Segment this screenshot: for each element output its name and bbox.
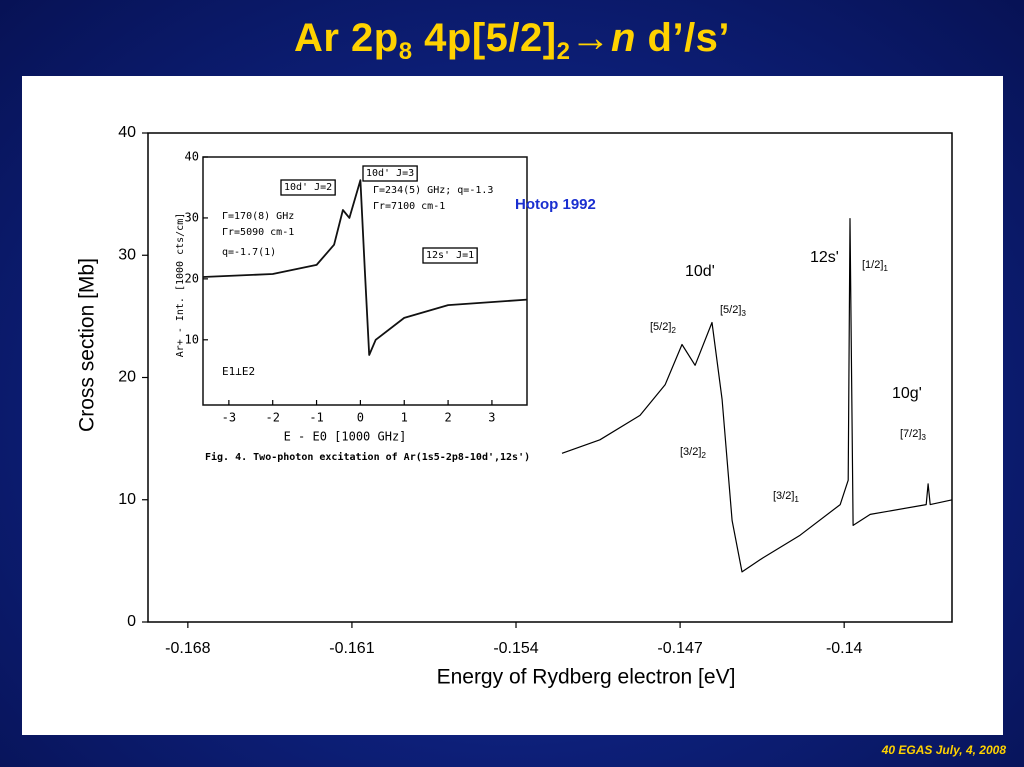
caption: Fig. 4. Two-photon excitation of Ar(1s5-… [205, 451, 530, 463]
annotation: 10d' [685, 263, 715, 280]
annotation-text: [7/2] [900, 428, 921, 440]
title-part: d’/s’ [635, 16, 731, 60]
annotation: Γ=234(5) GHz; q=-1.3 [373, 185, 493, 196]
title-subscript: 2 [556, 38, 571, 65]
y-axis-label: Ar+ - Int. [1000 cts/cm] [175, 213, 186, 358]
annotation-subscript: 3 [741, 309, 746, 318]
inset-background [160, 148, 542, 470]
x-axis-label: Energy of Rydberg electron [eV] [437, 666, 736, 689]
annotation-subscript: 1 [883, 264, 888, 273]
annotation-text: E1⊥E2 [222, 365, 255, 378]
annotation-text: Γ=234(5) GHz; q=-1.3 [373, 185, 493, 196]
annotation-text: 10g' [892, 385, 922, 402]
x-tick-label: -3 [222, 411, 236, 425]
annotation-subscript: 2 [701, 451, 706, 460]
data-line [202, 179, 528, 356]
annotation: 12s' [810, 249, 839, 266]
x-tick-label: -0.168 [165, 640, 210, 657]
title-part: n [610, 16, 636, 60]
annotation: 10d' J=3 [366, 168, 414, 179]
y-tick-label: 40 [185, 150, 199, 164]
footer: 40 EGAS July, 4, 2008 [881, 743, 1006, 757]
title-arrow: → [570, 16, 611, 60]
annotation: Hotop 1992 [515, 196, 596, 213]
annotation: Γr=7100 cm-1 [373, 201, 445, 212]
x-tick-label: 3 [488, 411, 495, 425]
y-tick-label: 10 [118, 491, 136, 508]
annotation-text: Γ=170(8) GHz [222, 211, 294, 222]
annotation-text: [5/2] [720, 304, 741, 316]
slide-title: Ar 2p8 4p[5/2]2→n d’/s’ [0, 16, 1024, 66]
annotation-text: 10d' J=3 [366, 168, 414, 179]
annotation-box [362, 165, 418, 182]
y-tick-label: 10 [185, 332, 199, 346]
title-subscript: 8 [398, 38, 413, 65]
y-tick-label: 30 [185, 210, 199, 224]
annotation: q=-1.7(1) [222, 247, 276, 258]
annotation-text: [3/2] [680, 446, 701, 458]
annotation-text: q=-1.7(1) [222, 247, 276, 258]
annotation-text: [1/2] [862, 259, 883, 271]
x-tick-label: 2 [444, 411, 451, 425]
annotation: Γ=170(8) GHz [222, 211, 294, 222]
annotation-subscript: 1 [794, 495, 799, 504]
data-line [561, 218, 953, 573]
annotation: Γr=5090 cm-1 [222, 227, 294, 238]
y-tick-label: 0 [127, 613, 136, 630]
annotation: [1/2]1 [862, 259, 888, 273]
annotation-text: 10d' J=2 [284, 182, 332, 193]
annotation-text: Γr=7100 cm-1 [373, 201, 445, 212]
x-tick-label: -1 [309, 411, 323, 425]
x-tick-label: 1 [401, 411, 408, 425]
y-tick-label: 20 [185, 271, 199, 285]
x-axis-label: E - E0 [1000 GHz] [284, 430, 407, 444]
annotation: [3/2]1 [773, 490, 799, 504]
annotation: 10d' J=2 [284, 182, 332, 193]
x-tick-label: -0.14 [826, 640, 863, 657]
y-tick-label: 40 [118, 124, 136, 141]
inset-frame [202, 156, 528, 406]
x-tick-label: -2 [265, 411, 279, 425]
annotation: E1⊥E2 [222, 365, 255, 378]
annotation: [3/2]2 [680, 446, 706, 460]
annotation-text: Γr=5090 cm-1 [222, 227, 294, 238]
annotation-text: 12s' [810, 249, 839, 266]
annotation-text: 10d' [685, 263, 715, 280]
annotation-box [422, 247, 478, 264]
annotation: [7/2]3 [900, 428, 926, 442]
annotation: [5/2]3 [720, 304, 746, 318]
title-part: 4p[5/2] [412, 16, 557, 60]
annotation-text: [5/2] [650, 321, 671, 333]
annotation-text: Hotop 1992 [515, 196, 596, 213]
annotation: 10g' [892, 385, 922, 402]
title-part: Ar 2p [293, 16, 399, 60]
x-tick-label: -0.147 [657, 640, 702, 657]
annotation: 12s' J=1 [426, 250, 474, 261]
y-tick-label: 30 [118, 246, 136, 263]
annotation: [5/2]2 [650, 321, 676, 335]
y-tick-label: 20 [118, 369, 136, 386]
y-axis-label: Cross section [Mb] [76, 258, 99, 432]
x-tick-label: -0.154 [493, 640, 538, 657]
annotation-subscript: 2 [671, 326, 676, 335]
x-tick-label: -0.161 [329, 640, 374, 657]
annotation-text: [3/2] [773, 490, 794, 502]
x-tick-label: 0 [357, 411, 364, 425]
annotation-subscript: 3 [921, 433, 926, 442]
annotation-text: 12s' J=1 [426, 250, 474, 261]
annotation-box [280, 179, 336, 196]
